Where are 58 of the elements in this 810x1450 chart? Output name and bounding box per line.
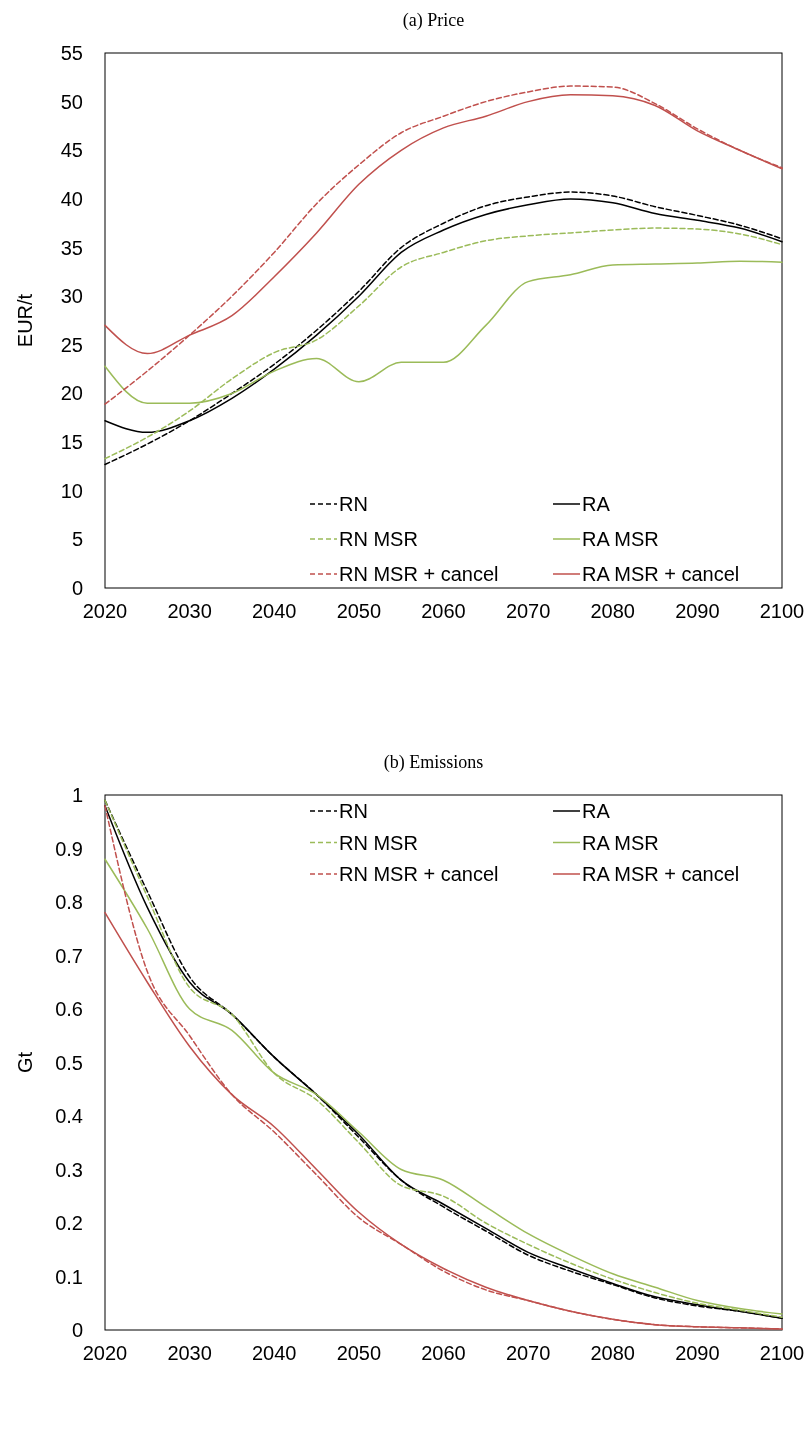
legend-label: RA [582, 493, 611, 515]
x-tick-label: 2050 [336, 1342, 382, 1364]
y-tick-label: 35 [60, 236, 83, 259]
legend-label: RA MSR [582, 528, 659, 550]
x-tick-label: 2020 [82, 600, 128, 622]
y-tick-label: 0.7 [55, 944, 83, 967]
x-tick-label: 2060 [421, 600, 466, 622]
y-tick-label: 0.3 [55, 1158, 83, 1181]
y-tick-label: 20 [60, 382, 83, 405]
legend-label: RA MSR [582, 831, 659, 854]
y-tick-label: 55 [60, 42, 83, 64]
x-tick-label: 2090 [675, 1342, 720, 1364]
x-tick-label: 2020 [82, 1342, 128, 1364]
x-tick-label: 2070 [505, 1342, 551, 1364]
y-tick-label: 15 [60, 431, 83, 454]
legend-label: RN MSR [339, 528, 418, 550]
y-axis-title: EUR/t [14, 293, 36, 348]
legend-label: RA MSR + cancel [582, 563, 740, 585]
y-tick-label: 5 [71, 528, 83, 551]
x-tick-label: 2030 [167, 1342, 212, 1364]
y-tick-label: 0 [71, 1319, 83, 1341]
y-tick-label: 0.5 [55, 1051, 83, 1074]
y-tick-label: 1 [71, 784, 83, 806]
y-tick-label: 0.1 [55, 1265, 83, 1288]
y-tick-label: 0.9 [55, 837, 83, 860]
legend-label: RN [339, 493, 368, 515]
x-tick-label: 2060 [421, 1342, 466, 1364]
x-tick-label: 2070 [505, 600, 551, 622]
y-tick-label: 10 [60, 479, 83, 502]
y-tick-label: 0 [71, 577, 83, 599]
legend-label: RN MSR + cancel [339, 863, 499, 885]
x-tick-label: 2080 [590, 1342, 635, 1364]
legend-label: RA MSR + cancel [582, 863, 740, 885]
x-tick-label: 2100 [759, 1342, 805, 1364]
y-tick-label: 40 [60, 187, 83, 210]
y-tick-label: 45 [60, 139, 83, 162]
legend-label: RA [582, 800, 611, 822]
x-tick-label: 2030 [167, 600, 212, 622]
x-tick-label: 2050 [336, 600, 382, 622]
y-tick-label: 25 [60, 333, 83, 356]
legend-label: RN MSR [339, 831, 418, 854]
chart-title: (b) Emissions [383, 752, 484, 773]
line-series [104, 227, 783, 460]
y-axis-title: Gt [14, 1051, 36, 1074]
y-tick-label: 30 [60, 285, 83, 308]
y-tick-label: 0.6 [55, 998, 83, 1020]
y-tick-label: 0.8 [55, 891, 83, 913]
x-tick-label: 2040 [252, 1342, 297, 1364]
y-tick-label: 50 [60, 90, 83, 113]
legend-label: RN [339, 800, 368, 822]
x-tick-label: 2040 [252, 600, 297, 622]
y-tick-label: 0.4 [55, 1105, 83, 1127]
x-tick-label: 2080 [590, 600, 635, 622]
x-tick-label: 2100 [759, 600, 805, 622]
x-tick-label: 2090 [675, 600, 720, 622]
chart-title: (a) Price [402, 10, 465, 31]
legend-label: RN MSR + cancel [339, 563, 499, 585]
y-tick-label: 0.2 [55, 1212, 83, 1234]
